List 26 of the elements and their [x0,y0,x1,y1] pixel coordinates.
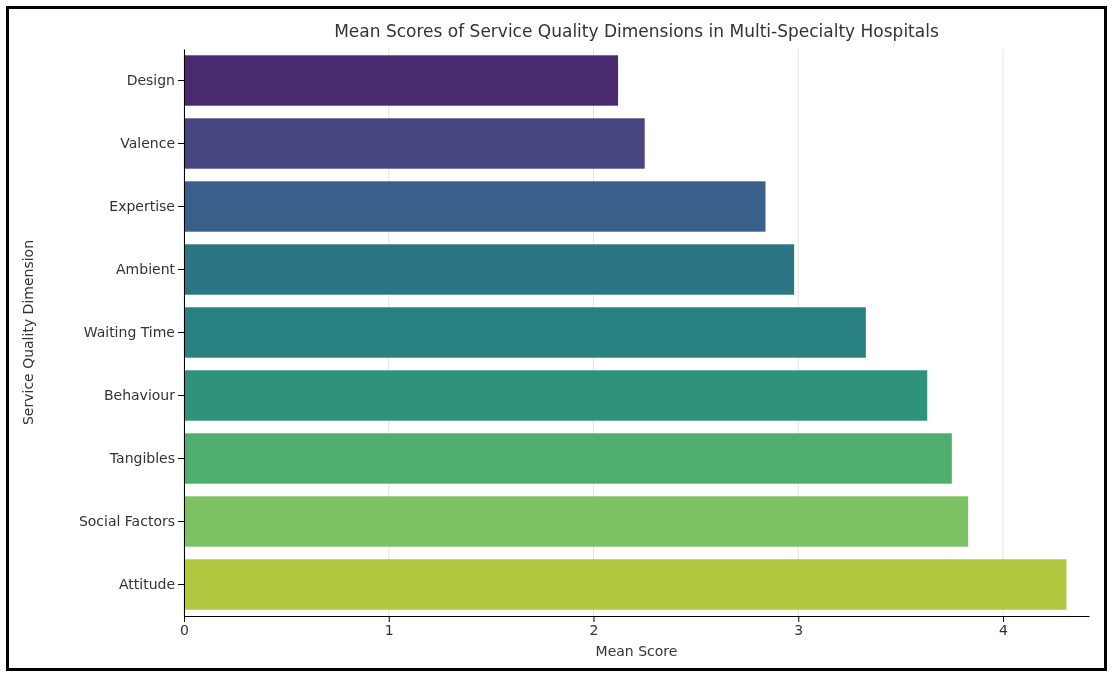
y-tick-label: Social Factors [78,512,175,529]
x-tick-label: 3 [794,621,804,638]
y-tick-label: Waiting Time [83,323,175,340]
x-tick-label: 1 [384,621,394,638]
bar [184,433,952,484]
y-tick-label: Ambient [116,260,176,277]
bar [184,181,766,232]
y-tick-label: Design [126,71,175,88]
bar [184,118,645,169]
x-tick-label: 0 [180,621,189,638]
x-tick-label: 2 [589,621,599,638]
x-tick-label: 4 [999,621,1009,638]
bar [184,370,928,421]
y-tick-label: Valence [120,134,175,151]
bar [184,307,866,358]
y-tick-label: Expertise [109,197,175,214]
bar [184,55,619,106]
bar [184,496,969,547]
y-tick-label: Behaviour [103,386,176,403]
x-axis-title: Mean Score [595,643,678,659]
y-tick-label: Attitude [118,575,175,592]
y-tick-label: Tangibles [108,449,175,466]
bar [184,244,795,295]
bar [184,559,1067,610]
chart-title: Mean Scores of Service Quality Dimensions in Multi-Specialty Hospitals [334,21,939,41]
y-axis-title: Service Quality Dimension [20,239,36,426]
